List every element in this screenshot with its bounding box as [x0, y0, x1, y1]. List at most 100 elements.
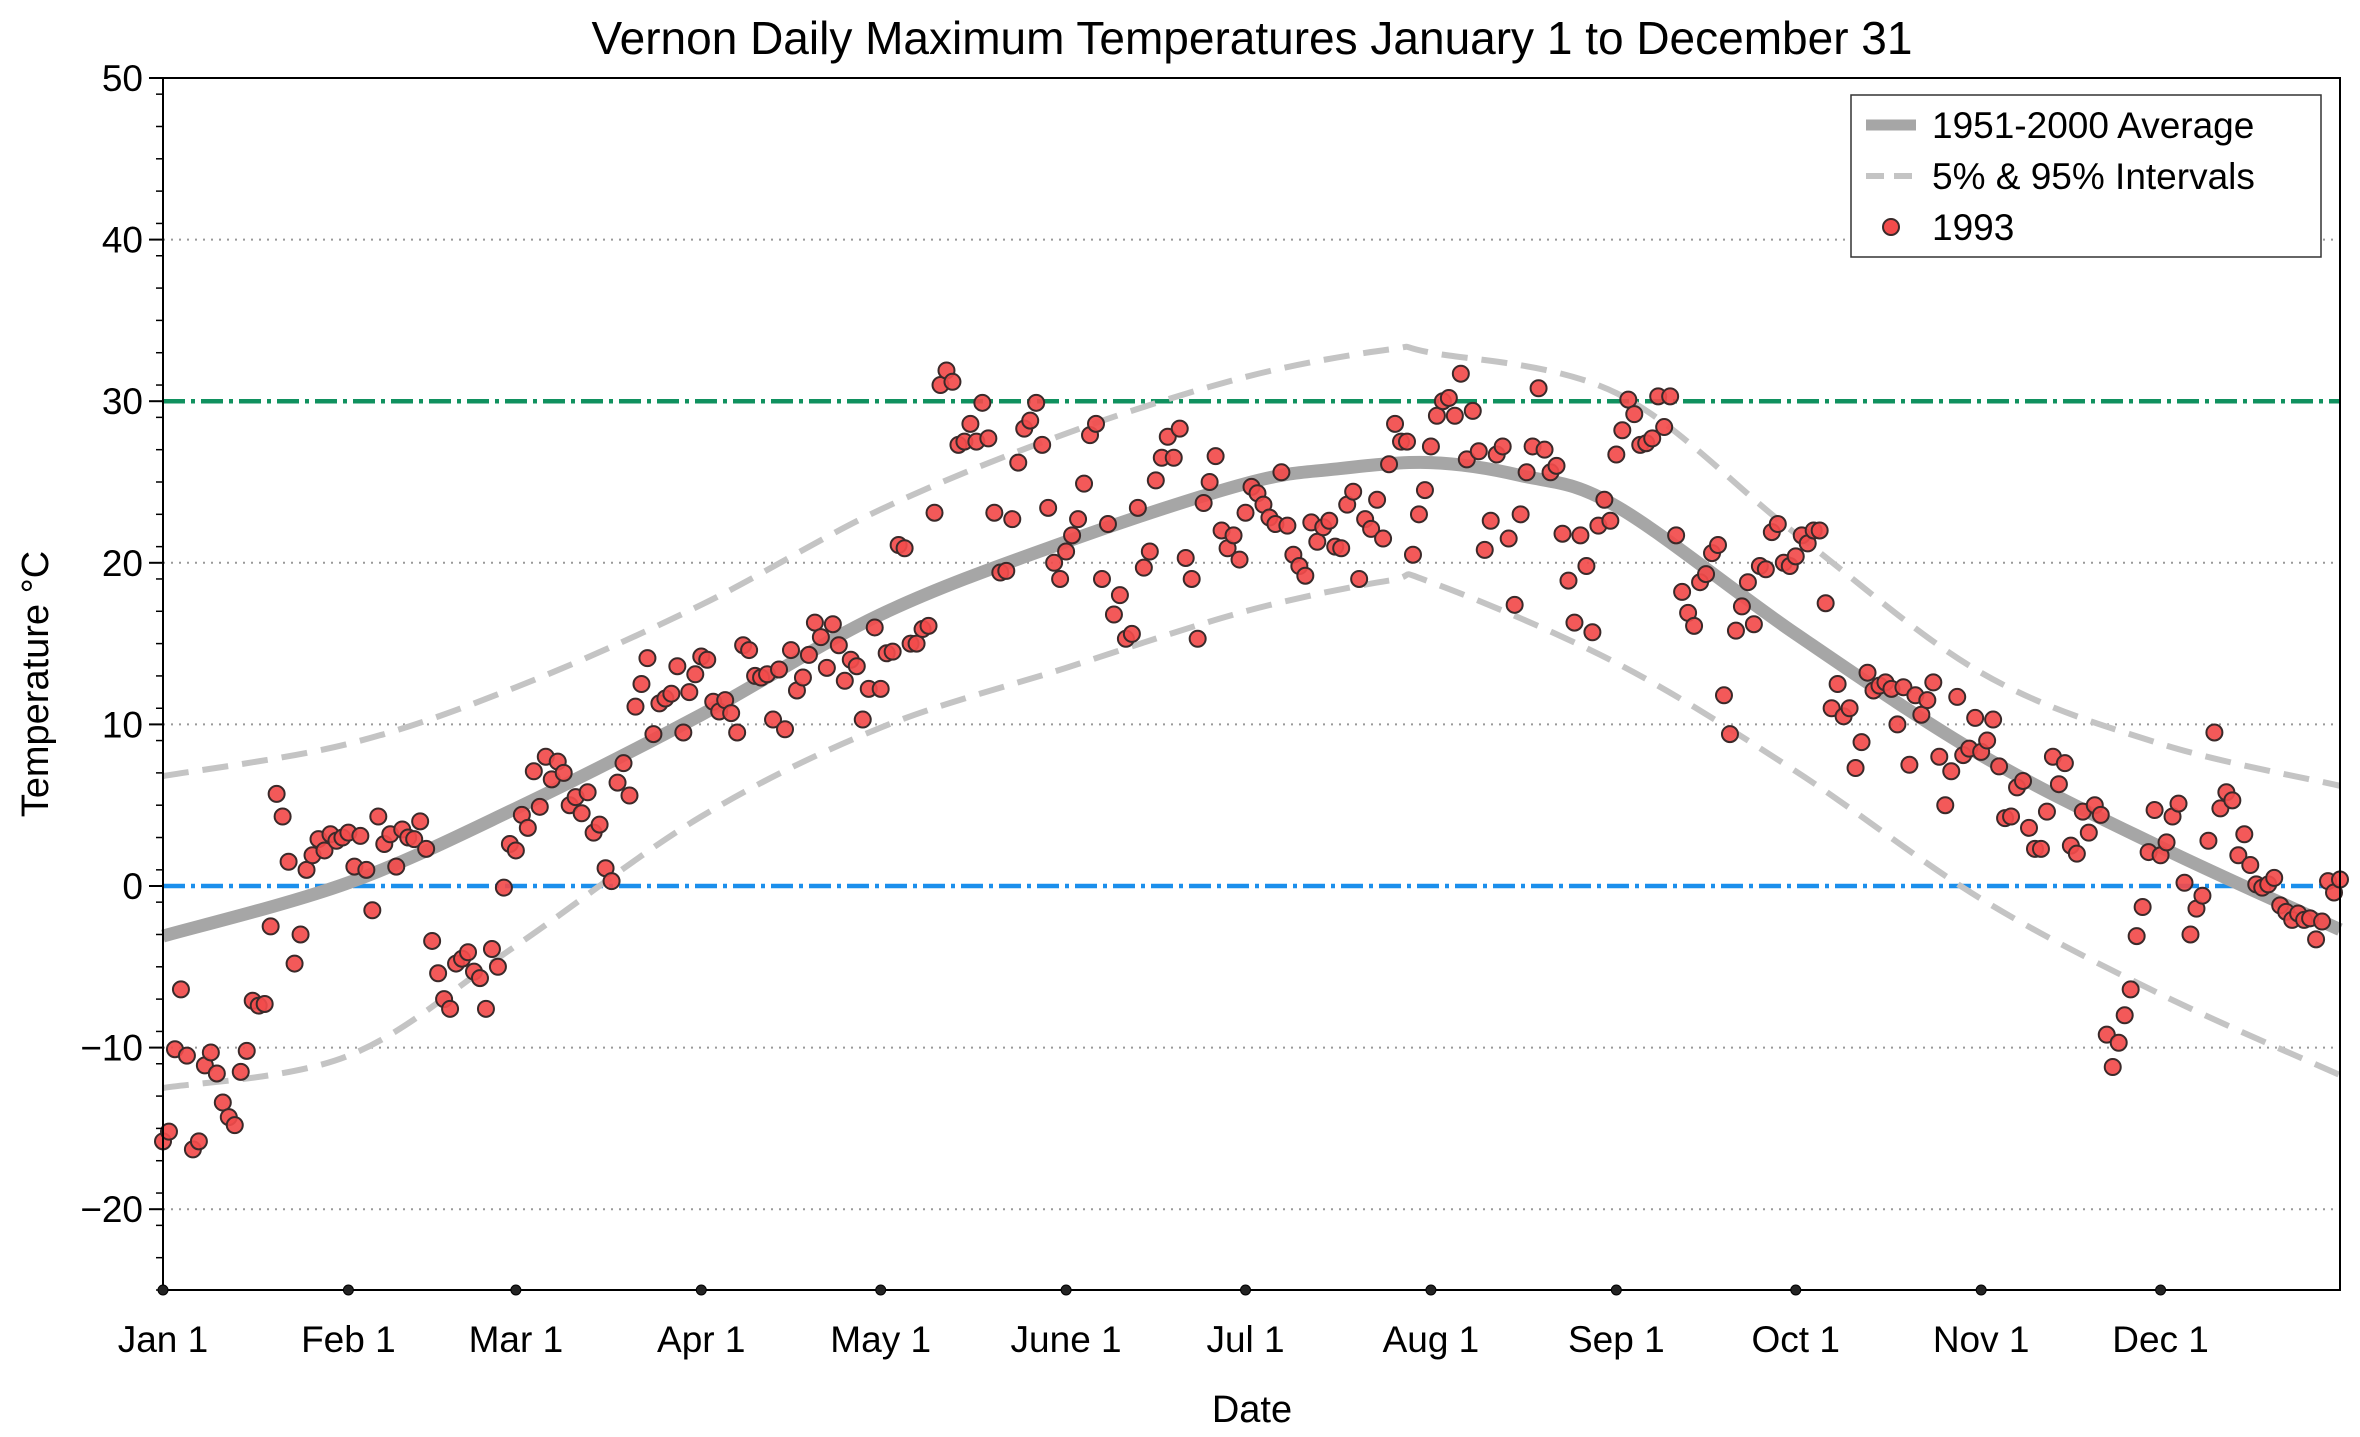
- y-tick-label: 40: [102, 220, 143, 261]
- data-point-1993: [865, 618, 884, 637]
- data-point-1993: [1828, 675, 1847, 693]
- data-point-1993: [2133, 898, 2152, 917]
- data-point-1993: [1027, 393, 1046, 412]
- x-tick-label: Feb 1: [301, 1319, 396, 1360]
- y-tick-label: −20: [80, 1189, 143, 1230]
- data-point-1993: [1948, 687, 1967, 706]
- y-tick-label: 0: [122, 866, 143, 907]
- data-point-1993: [997, 561, 1016, 580]
- data-point-1993: [1182, 569, 1201, 588]
- data-point-1993: [2157, 833, 2176, 852]
- climatology-curves: [161, 343, 2343, 1091]
- data-point-1993: [572, 804, 591, 823]
- data-point-1993: [1505, 595, 1524, 614]
- data-point-1993: [159, 1122, 178, 1141]
- data-point-1993: [1577, 557, 1596, 576]
- y-tick-label: −10: [80, 1028, 143, 1069]
- data-point-1993: [1942, 762, 1961, 781]
- data-point-1993: [662, 684, 681, 703]
- legend: 1951-2000 Average 5% & 95% Intervals 199…: [1850, 94, 2322, 258]
- data-point-1993: [1714, 686, 1733, 705]
- data-point-1993: [1661, 387, 1680, 406]
- data-point-1993: [2103, 1057, 2122, 1076]
- data-point-1993: [476, 999, 495, 1018]
- data-point-1993: [255, 994, 274, 1013]
- data-point-1993: [530, 797, 549, 816]
- data-point-1993: [1709, 536, 1727, 555]
- data-point-1993: [1625, 405, 1644, 424]
- data-point-1993: [2199, 831, 2218, 850]
- x-tick-marker: [1790, 1284, 1802, 1296]
- data-point-1993: [1613, 421, 1632, 440]
- x-tick-label: May 1: [830, 1319, 931, 1360]
- data-point-1993: [1493, 437, 1512, 456]
- x-tick-label: Nov 1: [1933, 1319, 2030, 1360]
- data-point-1993: [1475, 540, 1494, 559]
- data-point-1993: [793, 668, 812, 687]
- p95-interval-line: [162, 343, 2341, 789]
- data-point-1993: [363, 901, 382, 920]
- data-point-1993: [171, 980, 190, 999]
- data-point-1993: [459, 943, 478, 962]
- data-point-1993: [1990, 757, 2009, 776]
- data-point-1993: [883, 642, 902, 661]
- data-point-1993: [1978, 731, 1997, 750]
- y-tick-label: 10: [102, 704, 143, 745]
- data-point-1993: [1726, 621, 1745, 640]
- data-point-1993: [2127, 927, 2146, 946]
- data-point-1993: [2145, 801, 2164, 820]
- data-point-1993: [1858, 663, 1877, 682]
- data-point-1993: [1810, 521, 1829, 540]
- data-point-1993: [1021, 411, 1040, 430]
- data-point-1993: [1057, 542, 1076, 561]
- data-point-1993: [267, 784, 286, 803]
- data-point-1993: [728, 723, 747, 742]
- data-point-1993: [811, 628, 830, 647]
- data-point-1993: [1362, 519, 1381, 538]
- data-point-1993: [524, 762, 543, 781]
- data-point-1993: [1146, 471, 1165, 490]
- data-point-1993: [518, 818, 537, 837]
- data-point-1993: [2055, 754, 2074, 773]
- x-tick-label: Apr 1: [657, 1319, 745, 1360]
- data-point-1993: [686, 665, 705, 684]
- data-point-1993: [279, 852, 298, 871]
- data-point-1993: [1403, 545, 1422, 564]
- x-tick-label: Mar 1: [469, 1319, 564, 1360]
- data-point-1993: [961, 414, 980, 433]
- x-tick-marker: [1610, 1284, 1622, 1296]
- data-point-1993: [614, 754, 633, 773]
- data-point-1993: [1176, 548, 1195, 567]
- data-point-1993: [1553, 524, 1572, 543]
- data-point-1993: [1469, 442, 1488, 461]
- data-point-1993: [1744, 615, 1763, 634]
- x-tick-label: Jan 1: [118, 1319, 209, 1360]
- data-point-1993: [829, 636, 848, 655]
- data-point-1993: [2020, 818, 2038, 837]
- data-point-1993: [1732, 597, 1751, 616]
- data-point-1993: [1344, 482, 1363, 501]
- data-point-1993: [494, 878, 513, 897]
- data-point-1993: [387, 857, 406, 876]
- y-tick-label: 20: [102, 543, 143, 584]
- legend-1993-marker: [1882, 218, 1900, 236]
- data-point-1993: [1200, 473, 1219, 491]
- data-point-1993: [1984, 710, 2003, 729]
- x-axis-label: Date: [1212, 1389, 1292, 1431]
- data-point-1993: [2037, 802, 2056, 821]
- data-point-1993: [1918, 691, 1937, 710]
- data-point-1993: [1051, 569, 1070, 588]
- data-point-1993: [1697, 565, 1716, 584]
- data-point-1993: [1583, 623, 1602, 642]
- data-point-1993: [1667, 526, 1686, 545]
- reference-lines: [163, 398, 2340, 889]
- chart-title: Vernon Daily Maximum Temperatures Januar…: [592, 12, 1913, 64]
- data-point-1993: [177, 1046, 196, 1065]
- x-tick-marker: [875, 1284, 887, 1296]
- data-point-1993: [1924, 673, 1943, 692]
- data-point-1993: [1230, 550, 1249, 569]
- data-point-1993: [1595, 490, 1614, 509]
- data-point-1993: [632, 675, 651, 693]
- data-point-1993: [1535, 440, 1554, 459]
- legend-intervals-label: 5% & 95% Intervals: [1932, 156, 2255, 197]
